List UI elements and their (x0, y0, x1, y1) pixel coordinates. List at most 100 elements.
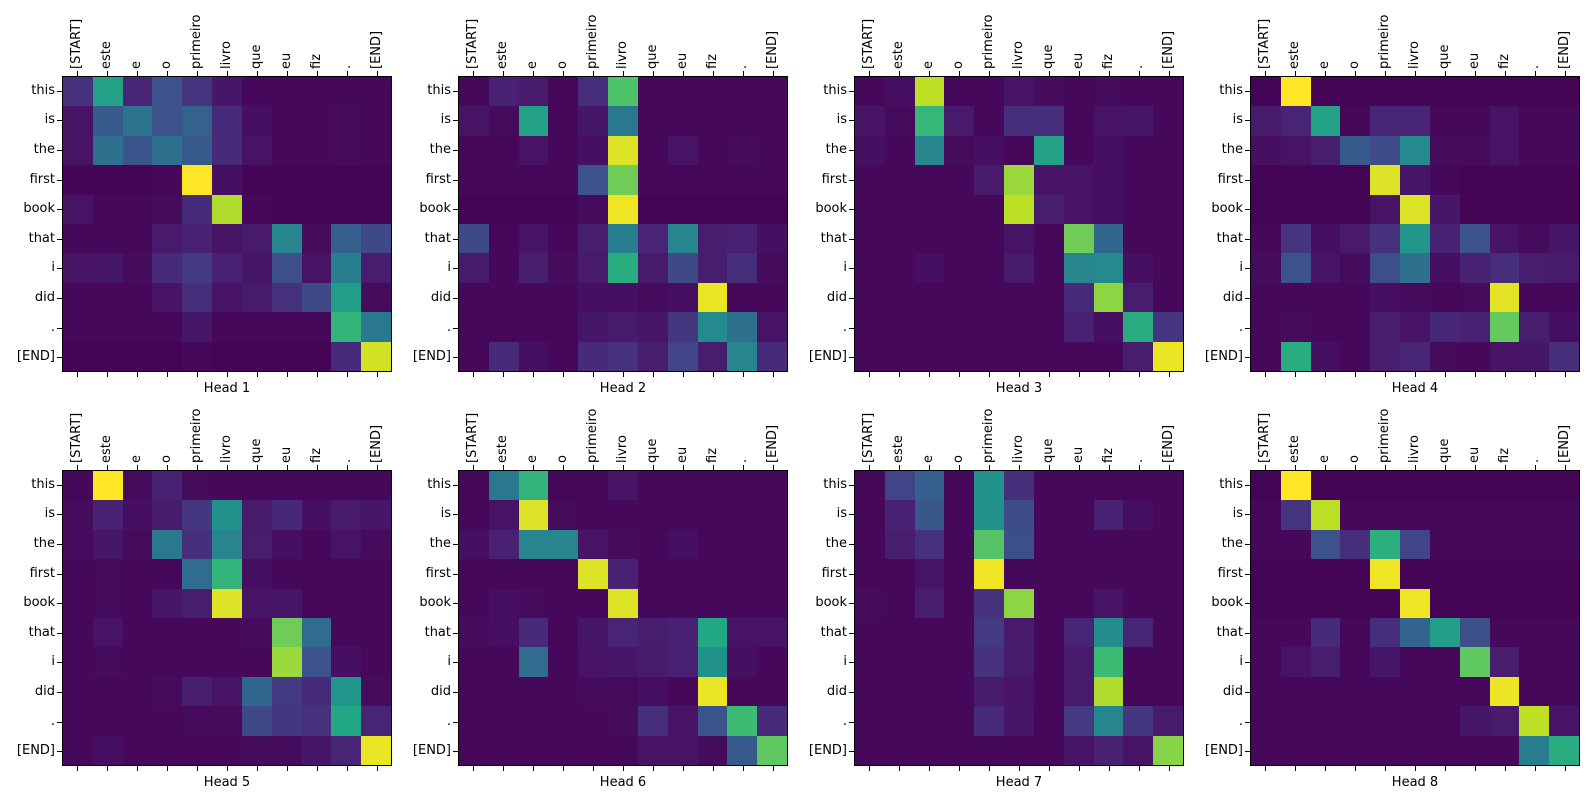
heatmap-cell (63, 282, 93, 313)
y-tick-label: the (825, 536, 847, 551)
heatmap-cell (1340, 165, 1371, 195)
y-tick-label: did (826, 290, 847, 305)
heatmap-cell (944, 135, 975, 166)
x-tick-mark (653, 465, 654, 470)
heatmap-cell (578, 500, 609, 530)
x-tick-mark (503, 71, 504, 76)
heatmap-cell (361, 647, 391, 677)
x-tick-mark (623, 465, 624, 470)
heatmap-cell (608, 735, 638, 765)
heatmap-cell (1459, 223, 1490, 254)
heatmap-cell (1123, 341, 1154, 371)
y-tick-mark (1245, 238, 1250, 240)
heatmap-cell (1519, 617, 1550, 648)
heatmap-cell (667, 706, 698, 736)
heatmap-cell (637, 312, 668, 342)
heatmap-cell (1280, 559, 1311, 589)
heatmap-cell (697, 559, 728, 589)
heatmap-cell (1549, 471, 1579, 501)
x-tick-mark (1415, 71, 1416, 76)
heatmap-cell (1004, 617, 1034, 648)
x-tick-label: [END] (765, 424, 780, 463)
heatmap-cell (301, 253, 332, 283)
heatmap-cell (1310, 253, 1341, 283)
x-tick-mark (989, 372, 990, 377)
heatmap-cell (271, 647, 302, 677)
x-tick-label: eu (675, 446, 690, 463)
heatmap-cell (241, 135, 272, 166)
y-tick-label: did (34, 684, 55, 699)
heatmap-cell (944, 282, 975, 313)
x-tick-mark (287, 71, 288, 76)
y-tick-label: book (419, 595, 451, 611)
x-tick-label: eu (279, 446, 294, 463)
y-tick-label: first (29, 171, 55, 187)
heatmap-cell (63, 165, 93, 195)
x-tick-label: . (1131, 64, 1146, 69)
heatmap-cell (727, 559, 758, 589)
heatmap-cell (1549, 312, 1579, 342)
heatmap-cell (271, 341, 302, 371)
heatmap-cell (331, 341, 362, 371)
y-tick-label: book (23, 595, 55, 611)
x-tick-mark (1169, 71, 1170, 76)
y-tick-label: the (429, 536, 451, 551)
heatmap-cell (974, 529, 1005, 560)
heatmap-cell (122, 135, 153, 166)
heatmap-cell (241, 223, 272, 254)
heatmap-cell (944, 341, 975, 371)
x-tick-label: eu (1467, 446, 1482, 463)
heatmap-cell (1370, 194, 1401, 224)
heatmap-cell (757, 165, 787, 195)
y-tick-label: book (419, 201, 451, 217)
heatmap-cell (1549, 617, 1579, 648)
heatmap-cell (1400, 223, 1430, 254)
heatmap-cell (667, 647, 698, 677)
x-tick-mark (533, 465, 534, 470)
x-tick-mark (1295, 766, 1296, 771)
x-tick-mark (167, 465, 168, 470)
heatmap-cell (1310, 559, 1341, 589)
heatmap-cell (63, 588, 93, 618)
heatmap-cell (1033, 559, 1064, 589)
y-tick-label: first (425, 171, 451, 187)
heatmap-cell (1459, 500, 1490, 530)
heatmap-cell (1310, 194, 1341, 224)
heatmap-cell (1123, 735, 1154, 765)
heatmap-cell (152, 135, 183, 166)
heatmap-cell (1033, 500, 1064, 530)
heatmap-cell (518, 282, 549, 313)
heatmap-cell (608, 312, 638, 342)
heatmap-cell (757, 282, 787, 313)
heatmap-cell (974, 706, 1005, 736)
x-tick-mark (317, 71, 318, 76)
y-tick-mark (453, 298, 458, 299)
heatmap-cell (301, 500, 332, 530)
heatmap-cell (1004, 341, 1034, 371)
heatmap-cell (1093, 135, 1124, 166)
heatmap-cell (1429, 617, 1460, 648)
x-tick-mark (1265, 372, 1266, 377)
heatmap-cell (1370, 647, 1401, 677)
heatmap-cell (459, 500, 489, 530)
y-tick-mark (57, 484, 62, 486)
heatmap-cell (884, 312, 915, 342)
heatmap-cell (974, 253, 1005, 283)
x-tick-mark (563, 71, 564, 76)
heatmap-cell (1004, 706, 1034, 736)
y-tick-label: book (1211, 595, 1243, 611)
heatmap-cell (152, 529, 183, 560)
x-tick-mark (227, 71, 228, 76)
heatmap-cell (608, 559, 638, 589)
y-tick-label: is (1232, 506, 1243, 522)
x-tick-label: e (129, 455, 144, 463)
heatmap-cell (667, 529, 698, 560)
y-tick-mark (57, 268, 62, 270)
heatmap-cell (855, 312, 885, 342)
heatmap-cell (301, 77, 332, 107)
heatmap-cell (92, 735, 123, 765)
heatmap-cell (271, 282, 302, 313)
heatmap-cell (1459, 135, 1490, 166)
x-tick-label: primeiro (981, 14, 996, 70)
x-tick-label: [END] (1557, 424, 1572, 463)
